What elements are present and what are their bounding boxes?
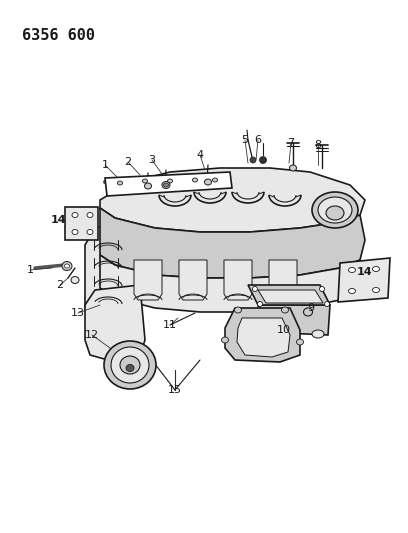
Ellipse shape — [222, 337, 228, 343]
Polygon shape — [258, 305, 330, 335]
Text: 1: 1 — [102, 160, 109, 170]
Polygon shape — [100, 168, 365, 232]
Polygon shape — [269, 260, 297, 300]
Ellipse shape — [235, 307, 242, 313]
Ellipse shape — [304, 308, 313, 316]
Ellipse shape — [326, 206, 344, 220]
Ellipse shape — [259, 157, 266, 164]
Ellipse shape — [87, 230, 93, 235]
Ellipse shape — [282, 307, 288, 313]
Text: 2: 2 — [56, 280, 64, 290]
Text: 9: 9 — [308, 303, 315, 313]
Text: 1: 1 — [27, 265, 33, 275]
Ellipse shape — [168, 179, 173, 183]
Text: 14: 14 — [357, 267, 373, 277]
Polygon shape — [105, 172, 232, 196]
Polygon shape — [237, 318, 290, 357]
Text: 6356 600: 6356 600 — [22, 28, 95, 43]
Ellipse shape — [144, 183, 151, 189]
Ellipse shape — [213, 178, 217, 182]
Polygon shape — [338, 258, 390, 302]
Ellipse shape — [264, 332, 276, 340]
Text: 7: 7 — [288, 138, 295, 148]
Ellipse shape — [104, 341, 156, 389]
Text: 4: 4 — [196, 150, 204, 160]
Ellipse shape — [120, 356, 140, 374]
Ellipse shape — [290, 165, 297, 171]
Ellipse shape — [87, 213, 93, 217]
Ellipse shape — [162, 182, 170, 189]
Text: 13: 13 — [71, 308, 85, 318]
Ellipse shape — [250, 157, 256, 163]
Ellipse shape — [348, 268, 355, 272]
Ellipse shape — [297, 339, 304, 345]
Polygon shape — [85, 285, 145, 362]
Ellipse shape — [142, 179, 148, 183]
Ellipse shape — [312, 192, 358, 228]
Ellipse shape — [312, 330, 324, 338]
Text: 11: 11 — [163, 320, 177, 330]
Text: 14: 14 — [50, 215, 66, 225]
Polygon shape — [134, 260, 162, 300]
Polygon shape — [100, 208, 365, 278]
Ellipse shape — [373, 266, 379, 271]
Polygon shape — [179, 260, 207, 300]
Ellipse shape — [318, 197, 352, 223]
Text: 8: 8 — [315, 140, 322, 150]
Polygon shape — [65, 207, 98, 240]
Ellipse shape — [164, 183, 169, 187]
Text: 2: 2 — [124, 157, 131, 167]
Text: 6: 6 — [255, 135, 262, 145]
Ellipse shape — [257, 302, 262, 306]
Ellipse shape — [118, 181, 122, 185]
Polygon shape — [224, 260, 252, 300]
Ellipse shape — [373, 287, 379, 293]
Polygon shape — [225, 308, 300, 362]
Ellipse shape — [348, 288, 355, 294]
Ellipse shape — [62, 262, 72, 271]
Text: 15: 15 — [168, 385, 182, 395]
Ellipse shape — [204, 179, 211, 185]
Text: 3: 3 — [149, 155, 155, 165]
Text: 5: 5 — [242, 135, 248, 145]
Ellipse shape — [72, 230, 78, 235]
Ellipse shape — [64, 264, 69, 268]
Ellipse shape — [126, 365, 134, 372]
Polygon shape — [85, 218, 138, 325]
Text: 10: 10 — [277, 325, 291, 335]
Polygon shape — [258, 290, 323, 303]
Text: 12: 12 — [85, 330, 99, 340]
Ellipse shape — [253, 287, 257, 292]
Polygon shape — [100, 255, 360, 312]
Ellipse shape — [111, 347, 149, 383]
Ellipse shape — [72, 213, 78, 217]
Ellipse shape — [319, 287, 324, 292]
Ellipse shape — [324, 302, 330, 306]
Ellipse shape — [193, 178, 197, 182]
Polygon shape — [248, 285, 330, 305]
Ellipse shape — [71, 277, 79, 284]
